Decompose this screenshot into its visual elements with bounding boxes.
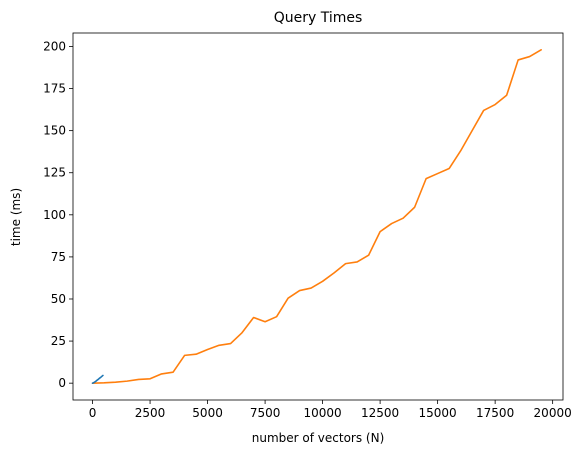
x-tick-label: 7500 xyxy=(250,406,281,420)
y-tick-label: 175 xyxy=(43,82,66,96)
y-tick-label: 75 xyxy=(51,250,66,264)
x-tick-label: 2500 xyxy=(135,406,166,420)
y-tick-label: 100 xyxy=(43,208,66,222)
x-tick-label: 12500 xyxy=(361,406,399,420)
y-axis-ticks: 0 25 50 75 100 125 150 175 200 xyxy=(43,39,73,390)
x-tick-label: 15000 xyxy=(419,406,457,420)
y-tick-label: 25 xyxy=(51,334,66,348)
series-line-1 xyxy=(91,374,104,384)
y-axis-label: time (ms) xyxy=(9,188,23,246)
x-axis-ticks: 0 2500 5000 7500 10000 12500 15000 17500 20000 xyxy=(89,400,572,420)
x-tick-label: 17500 xyxy=(476,406,514,420)
chart-title: Query Times xyxy=(274,10,363,26)
series-layer xyxy=(91,49,542,384)
y-tick-label: 50 xyxy=(51,292,66,306)
y-tick-label: 0 xyxy=(58,376,66,390)
y-tick-label: 150 xyxy=(43,124,66,138)
x-tick-label: 20000 xyxy=(534,406,572,420)
plot-frame xyxy=(72,32,564,401)
x-tick-label: 10000 xyxy=(304,406,342,420)
x-tick-label: 5000 xyxy=(192,406,223,420)
y-tick-label: 125 xyxy=(43,166,66,180)
x-tick-label: 0 xyxy=(89,406,97,420)
x-axis-label: number of vectors (N) xyxy=(252,431,385,445)
y-tick-label: 200 xyxy=(43,39,66,53)
series-line-2 xyxy=(91,49,542,384)
